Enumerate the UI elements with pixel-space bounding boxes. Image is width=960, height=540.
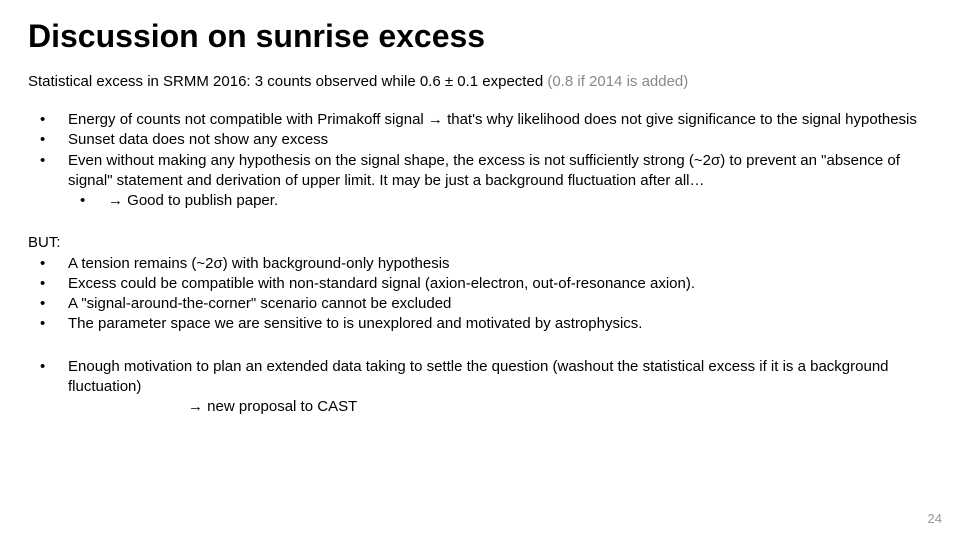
list-item: Sunset data does not show any excess	[28, 130, 932, 150]
list-item-text: Even without making any hypothesis on th…	[68, 152, 900, 189]
but-label: BUT:	[28, 233, 932, 253]
list-item: Even without making any hypothesis on th…	[28, 151, 932, 212]
subtitle-dim: (0.8 if 2014 is added)	[547, 73, 688, 90]
arrow-line: → new proposal to CAST	[68, 397, 932, 417]
slide-title: Discussion on sunrise excess	[28, 18, 932, 55]
slide: Discussion on sunrise excess Statistical…	[0, 0, 960, 540]
list-item: Enough motivation to plan an extended da…	[28, 357, 932, 418]
list-item-text: → Good to publish paper.	[108, 192, 278, 209]
list-item: A tension remains (~2σ) with background-…	[28, 254, 932, 274]
bullet-block-3: Enough motivation to plan an extended da…	[28, 357, 932, 418]
list-item-text: Enough motivation to plan an extended da…	[68, 358, 889, 395]
list-item: Excess could be compatible with non-stan…	[28, 274, 932, 294]
sub-list: → Good to publish paper.	[68, 191, 932, 211]
subtitle-main: Statistical excess in SRMM 2016: 3 count…	[28, 73, 547, 90]
subtitle: Statistical excess in SRMM 2016: 3 count…	[28, 73, 932, 90]
list-item: A "signal-around-the-corner" scenario ca…	[28, 294, 932, 314]
list-item: The parameter space we are sensitive to …	[28, 314, 932, 334]
but-block: BUT: A tension remains (~2σ) with backgr…	[28, 233, 932, 334]
bullet-block-1: Energy of counts not compatible with Pri…	[28, 110, 932, 211]
page-number: 24	[928, 511, 942, 526]
bullet-block-2: A tension remains (~2σ) with background-…	[28, 254, 932, 335]
list-item: → Good to publish paper.	[68, 191, 932, 211]
list-item: Energy of counts not compatible with Pri…	[28, 110, 932, 130]
